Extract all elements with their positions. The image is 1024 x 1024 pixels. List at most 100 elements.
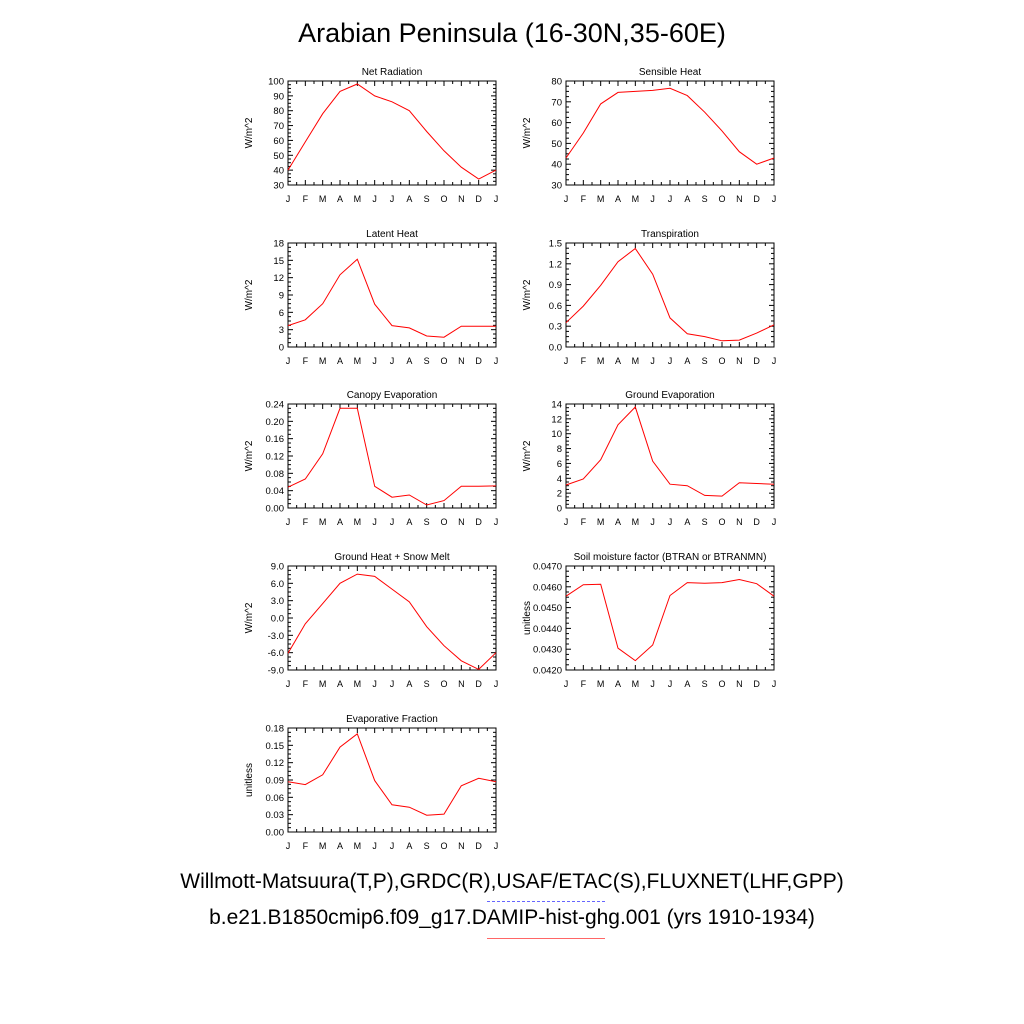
x-tick-label: M [597,517,605,527]
y-tick-label: 6 [557,459,562,470]
chart-panel: J F M A M J J A S O N D J0.000.040.080.120.160.200.2… [244,390,498,527]
x-tick-label: A [615,356,621,366]
y-tick-label: 100 [268,77,284,88]
x-tick-label: M [597,194,605,204]
plot-frame [287,242,497,348]
x-tick-label: J [286,679,291,689]
y-tick-label: 14 [551,400,562,411]
x-tick-label: A [337,194,343,204]
chart-panel: J F M A M J J A S O N D J-9.0-6.0-3.00.03.06.09.0Gro… [244,552,498,689]
y-tick-label: 0.0440 [533,624,562,635]
x-tick-label: A [615,194,621,204]
x-tick-label: F [303,194,309,204]
series-line [565,578,775,662]
x-tick-label: F [303,841,309,851]
x-tick-label: J [564,194,569,204]
x-tick-label: M [354,841,362,851]
x-tick-label: J [390,841,395,851]
x-tick-label: M [319,679,327,689]
x-tick-label: J [286,356,291,366]
y-tick-label: 30 [551,181,562,192]
x-tick-label: D [475,679,482,689]
x-tick-label: J [494,194,499,204]
x-tick-label: J [494,517,499,527]
legend-observations-swatch [487,901,605,902]
x-tick-label: J [286,517,291,527]
x-tick-label: A [684,194,690,204]
x-tick-label: D [475,517,482,527]
plot-frame [565,242,775,348]
x-tick-label: O [440,356,447,366]
chart-title: Net Radiation [362,67,423,78]
x-tick-label: A [615,679,621,689]
x-tick-label: S [702,517,708,527]
x-tick-label: O [440,194,447,204]
x-tick-label: F [303,679,309,689]
x-tick-label: J [650,679,655,689]
y-axis-label: W/m^2 [522,117,533,148]
x-tick-label: D [753,679,760,689]
x-tick-label: M [632,356,640,366]
x-tick-label: N [736,194,743,204]
x-tick-label: N [458,194,465,204]
x-tick-label: A [337,517,343,527]
x-tick-label: A [684,679,690,689]
series-line [287,407,497,506]
y-tick-label: 0.04 [266,486,285,497]
plot-frame [287,565,497,671]
chart-panel: J F M A M J J A S O N D J0.04200.04300.04400.04500.0… [522,552,776,689]
x-tick-label: N [736,356,743,366]
x-tick-label: J [372,841,377,851]
x-tick-label: S [702,194,708,204]
chart-title: Transpiration [641,229,699,240]
x-tick-label: M [632,517,640,527]
y-tick-label: 0.15 [266,741,285,752]
x-tick-label: J [390,356,395,366]
x-tick-label: S [424,194,430,204]
x-tick-label: S [424,356,430,366]
y-tick-label: 12 [551,414,562,425]
x-tick-label: M [319,194,327,204]
series-line [287,83,497,180]
x-tick-label: D [475,356,482,366]
y-tick-label: -6.0 [268,648,284,659]
y-axis-label: W/m^2 [522,279,533,310]
legend-model-label: b.e21.B1850cmip6.f09_g17.DAMIP-hist-ghg.… [209,906,815,929]
x-tick-label: A [406,194,412,204]
x-tick-label: O [718,517,725,527]
y-tick-label: 0.0460 [533,582,562,593]
x-tick-label: J [372,194,377,204]
y-tick-label: 0 [279,343,284,354]
x-tick-label: A [406,841,412,851]
x-tick-label: N [736,517,743,527]
y-tick-label: 0.0450 [533,603,562,614]
plot-frame [287,727,497,833]
x-tick-label: A [406,679,412,689]
series-line [565,247,775,342]
y-tick-label: 15 [273,256,284,267]
x-tick-label: S [702,356,708,366]
x-tick-label: F [581,517,587,527]
main-title: Arabian Peninsula (16-30N,35-60E) [298,18,726,48]
plot-frame [565,565,775,671]
y-axis-label: unitless [244,763,255,797]
x-tick-label: D [753,194,760,204]
y-tick-label: 30 [273,181,284,192]
x-tick-label: D [753,356,760,366]
x-tick-label: D [475,194,482,204]
y-tick-label: 3.0 [271,596,284,607]
y-tick-label: 0.20 [266,417,285,428]
y-tick-label: 90 [273,91,284,102]
x-tick-label: J [564,517,569,527]
x-tick-label: J [650,194,655,204]
x-tick-label: A [337,356,343,366]
y-tick-label: 60 [551,118,562,129]
x-tick-label: M [319,356,327,366]
y-tick-label: 4 [557,474,562,485]
y-tick-label: 70 [273,121,284,132]
x-tick-label: O [440,517,447,527]
y-tick-label: 0.12 [266,758,285,769]
